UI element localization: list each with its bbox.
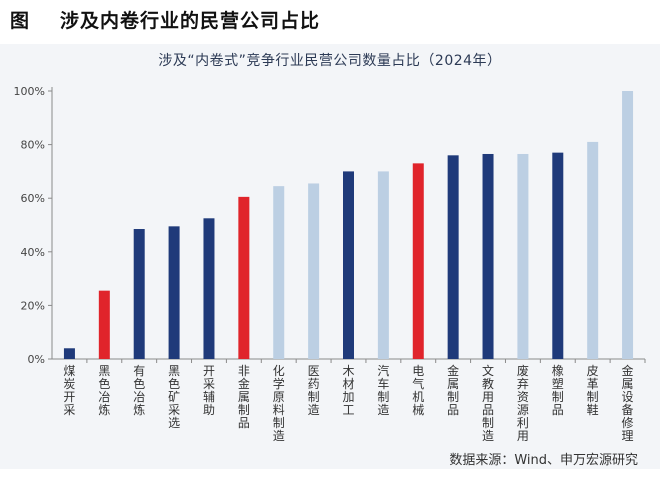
- x-tick-label: 电气机械: [412, 364, 424, 417]
- chart-title: 涉及“内卷式”竞争行业民营公司数量占比（2024年）: [158, 53, 502, 69]
- bar: [98, 290, 110, 359]
- x-tick-label: 橡塑制品: [552, 364, 564, 417]
- bar: [587, 141, 599, 359]
- x-tick-label: 皮革制鞋: [587, 364, 599, 417]
- x-tick-label: 开采辅助: [203, 364, 215, 417]
- x-tick-label: 金属设备修理: [622, 363, 634, 443]
- y-tick-label: 0%: [28, 353, 45, 366]
- x-tick-label: 煤炭开采: [63, 364, 75, 417]
- bar: [517, 153, 529, 359]
- bar: [168, 226, 180, 359]
- x-tick-label: 木材加工: [342, 364, 354, 417]
- y-tick-label: 20%: [21, 299, 45, 312]
- x-tick-label: 化学原料制造: [273, 364, 285, 443]
- y-tick-label: 100%: [14, 85, 45, 98]
- bar: [203, 218, 215, 359]
- bar: [273, 186, 285, 359]
- bar: [133, 229, 145, 359]
- figure-caption: 图 涉及内卷行业的民营公司占比: [10, 4, 320, 38]
- bar: [377, 171, 389, 359]
- x-tick-label: 医药制造: [308, 364, 320, 417]
- bar: [482, 153, 494, 359]
- y-tick-label: 40%: [21, 246, 45, 259]
- bar: [238, 196, 250, 359]
- x-tick-label: 汽车制造: [377, 363, 389, 417]
- x-tick-label: 废弃资源利用: [517, 363, 529, 443]
- y-tick-label: 80%: [21, 139, 45, 152]
- figure-label: 图: [10, 10, 31, 32]
- bar: [343, 171, 354, 359]
- figure-title: 涉及内卷行业的民营公司占比: [60, 10, 321, 32]
- y-tick-label: 60%: [21, 192, 45, 205]
- bar: [552, 152, 564, 359]
- x-tick-label: 黑色冶炼: [98, 364, 110, 417]
- x-tick-label: 黑色矿采选: [168, 364, 180, 430]
- x-tick-label: 金属制品: [447, 363, 459, 417]
- bar: [622, 91, 634, 359]
- chart-panel: [0, 44, 660, 469]
- x-tick-label: 有色冶炼: [133, 364, 145, 417]
- bar: [308, 183, 320, 359]
- bar: [412, 163, 424, 359]
- bar: [447, 155, 459, 359]
- x-tick-label: 文教用品制造: [482, 363, 494, 443]
- bar: [63, 348, 75, 359]
- x-tick-label: 非金属制品: [238, 364, 250, 430]
- source-note: 数据来源：Wind、申万宏源研究: [449, 453, 638, 468]
